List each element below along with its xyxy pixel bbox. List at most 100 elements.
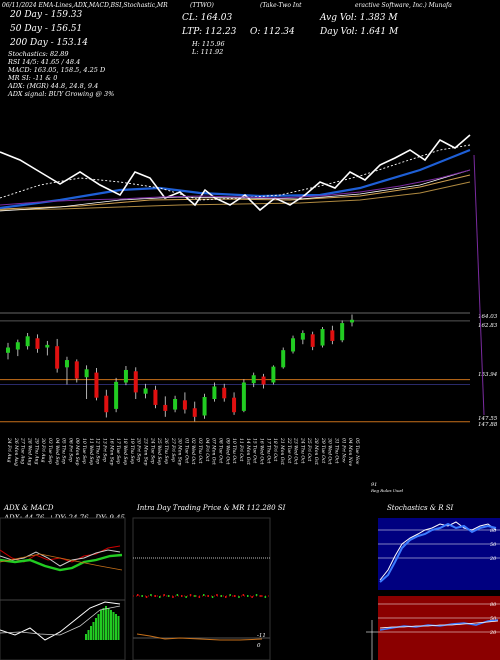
ema-fast-line: [0, 144, 471, 201]
price-level-label: 153.94: [478, 372, 498, 378]
x-axis-date-label: 25 Fri Oct: [306, 437, 312, 462]
intraday-tick: [225, 596, 227, 598]
x-axis-date-label: 30 Fri Aug: [40, 438, 46, 462]
avg-vol-label: Avg Vol: 1.383 M: [320, 13, 398, 23]
ema-20-line: [0, 148, 471, 210]
intraday-tick: [251, 596, 253, 598]
adx-line: [0, 553, 123, 572]
x-axis-date-label: 04 Mon Nov: [347, 438, 353, 466]
candle-body: [202, 397, 207, 416]
x-axis-date-label: 28 Mon Oct: [313, 437, 319, 465]
candle-body: [251, 375, 256, 384]
ema50-label: 50 Day - 156.51: [10, 24, 83, 34]
candle-body: [123, 369, 128, 383]
intraday-tick: [154, 595, 157, 597]
candle-body: [163, 404, 168, 411]
x-axis-date-label: 17 Thu Oct: [265, 438, 271, 464]
x-axis-date-label: 10 Thu Oct: [231, 438, 237, 464]
rsi-level-label: 80: [490, 602, 497, 608]
header-company-a: (Take-Two Int: [260, 2, 302, 9]
high-label: H: 115.96: [192, 40, 225, 48]
ema-100-line: [0, 174, 471, 210]
x-axis-date-label: 25 Wed Sep: [156, 437, 162, 465]
candle-body: [212, 386, 217, 399]
x-axis-date-label: 01 Tue Oct: [183, 438, 189, 463]
ema-200-line: [0, 181, 471, 211]
intraday-tick: [229, 594, 231, 596]
macd-signal-line: [0, 605, 121, 636]
intraday-tick: [220, 595, 223, 597]
adx-signal-line: [0, 553, 123, 571]
candle-body: [64, 360, 69, 368]
candle-body: [104, 395, 109, 413]
intraday-tick: [238, 596, 240, 598]
adx-signal-label: ADX signal: BUY Growing @ 3%: [8, 90, 115, 98]
indicator-panels: -11 0 80 50 20 80 50 20: [0, 517, 500, 660]
macd-histogram-bar: [87, 630, 90, 640]
intraday-tick: [260, 595, 262, 597]
intraday-tick: [198, 596, 201, 598]
stoch-level-label: 80: [490, 528, 497, 534]
x-axis-date-label: 13 Fri Sep: [102, 438, 108, 462]
intraday-tick: [242, 594, 245, 596]
candle-body: [271, 366, 276, 383]
price-level-label: 147.88: [478, 422, 498, 428]
intraday-tick: [163, 594, 165, 596]
candle-body: [291, 338, 296, 352]
price-level-label: 162.83: [478, 323, 498, 329]
mr-label: 0: [257, 643, 261, 649]
candle-body: [350, 319, 354, 323]
x-axis-date-label: 19 Thu Sep: [129, 438, 135, 464]
ema200-label: 200 Day - 153.14: [10, 38, 88, 48]
x-axis-date-label: 27 Fri Sep: [170, 437, 176, 462]
intraday-tick: [194, 595, 196, 597]
intraday-tick: [247, 595, 249, 597]
x-axis-date-label: 20 Fri Sep: [136, 437, 142, 462]
candle-body: [143, 388, 148, 394]
candle-body: [320, 329, 325, 346]
macd-histogram-bar: [92, 622, 95, 640]
x-axis-date-label: 26 Thu Sep: [163, 437, 169, 464]
intraday-tick: [167, 595, 170, 597]
x-axis-date-label: 23 Wed Oct: [293, 437, 299, 465]
x-axis-date-label: 26 Mon Aug: [13, 437, 19, 466]
macd-histogram-bar: [110, 610, 112, 640]
candle-body: [281, 350, 286, 368]
macd-label: MACD: 163.05, 158.5, 4.25 D: [8, 66, 106, 74]
stoch-k-line: [379, 521, 497, 581]
rules-label: Reg Rules Used: [371, 488, 404, 493]
mr-label: -11: [257, 633, 266, 639]
adx-macd-name: ADX & MACD: [4, 504, 54, 512]
x-axis-date-label: 17 Tue Sep: [115, 438, 121, 464]
x-axis-date-label: 12 Thu Sep: [95, 438, 101, 464]
x-axis-date-label: 29 Tue Oct: [320, 437, 326, 463]
intraday-tick: [211, 596, 214, 598]
candle-body: [133, 371, 138, 393]
header-company-b: eractive Software, Inc.) Munafa: [355, 2, 452, 9]
intraday-tick: [141, 595, 143, 597]
candle-body: [241, 382, 246, 411]
x-axis-date-label: 04 Fri Oct: [204, 438, 210, 462]
stoch-rsi-title: Stochastics & R SI: [387, 504, 454, 512]
x-axis-date-label: 08 Tue Oct: [218, 438, 224, 463]
candle-body: [84, 369, 89, 378]
x-axis-date-label: 24 Tue Sep: [149, 437, 155, 464]
macd-line: [0, 601, 121, 641]
header-indicators: SI,Stochastic,MR: [115, 2, 168, 9]
rsi-signal-line: [379, 620, 499, 629]
x-axis-date-label: 11 Fri Oct: [238, 438, 244, 462]
candle-body: [25, 336, 30, 347]
candle-body: [114, 381, 119, 409]
macd-histogram-bar: [112, 612, 115, 640]
candle-body: [55, 346, 60, 369]
intraday-tick: [255, 594, 258, 596]
x-axis-date-label: 09 Wed Oct: [224, 438, 230, 465]
price-close-line: [0, 134, 471, 212]
x-axis-date-label: 11 Wed Sep: [88, 438, 94, 465]
adx-label: ADX: (MGR) 44.8, 24.8, 9.4: [8, 82, 99, 90]
x-axis-date-label: 18 Fri Oct: [272, 438, 278, 462]
mr-line: [136, 633, 263, 641]
intraday-tick: [159, 596, 161, 598]
macd-histogram-bar: [97, 614, 100, 640]
ema-long-line: [0, 169, 471, 206]
